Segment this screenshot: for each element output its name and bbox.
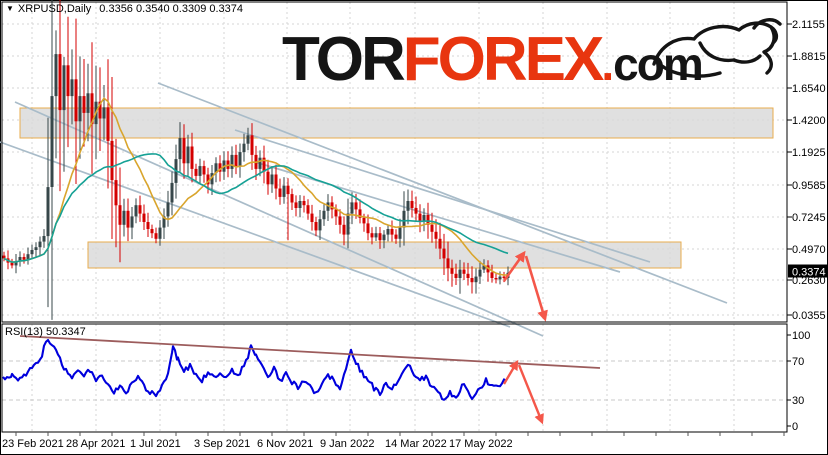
trendline[interactable] — [157, 82, 728, 304]
date-axis-label: 1 Jul 2021 — [130, 438, 181, 450]
date-axis-label: 14 Mar 2022 — [385, 438, 447, 450]
date-axis-label: 6 Nov 2021 — [257, 438, 313, 450]
price-axis-label: 1.4200 — [792, 115, 826, 127]
ma-slow-line — [3, 153, 509, 263]
symbol-dropdown-icon[interactable]: ▼ — [6, 4, 14, 13]
resistance-zone[interactable] — [19, 107, 774, 139]
logo-tor: TOR — [282, 25, 406, 94]
time-axis: 23 Feb 2021 28 Apr 2021 1 Jul 2021 3 Sep 20… — [2, 432, 785, 450]
rsi-forecast-arrow — [502, 359, 519, 385]
rsi-name: RSI(13) — [5, 326, 43, 338]
price-axis-label: 0.4970 — [792, 244, 826, 256]
ohlc-values: 0.3356 0.3540 0.3309 0.3374 — [99, 3, 244, 15]
trendline[interactable] — [14, 101, 544, 337]
date-axis-label: 17 May 2022 — [449, 438, 513, 450]
symbol-period-label: XRPUSD,Daily — [17, 3, 92, 15]
torforex-watermark-logo: TORFOREX.com — [282, 25, 704, 94]
logo-com: com — [613, 38, 704, 90]
candles-series — [2, 0, 510, 320]
price-axis-label: 0.0355 — [792, 310, 826, 322]
price-axis-label: 0.2630 — [792, 275, 826, 287]
price-axis: 2.1155 1.8815 1.6540 1.4200 1.1925 0.9585 0.72… — [787, 19, 827, 322]
rsi-forecast-arrow — [517, 364, 544, 425]
rsi-axis-label: 0 — [792, 421, 798, 433]
rsi-indicator-label: RSI(13) 50.3347 — [5, 326, 86, 338]
rsi-axis-label: 100 — [792, 330, 810, 342]
current-price-value: 0.3374 — [792, 267, 826, 279]
trendline[interactable] — [234, 129, 651, 263]
date-axis-label: 28 Apr 2021 — [66, 438, 125, 450]
rsi-value: 50.3347 — [45, 326, 86, 338]
rsi-axis-label: 30 — [792, 395, 804, 407]
price-panel-border[interactable] — [1, 1, 788, 323]
forecast-arrows — [502, 250, 548, 322]
price-axis-label: 0.9585 — [792, 180, 826, 192]
logo-forex: FOREX — [402, 25, 605, 94]
trendlines — [0, 82, 728, 337]
price-axis-label: 1.8815 — [792, 51, 826, 63]
forecast-arrow — [502, 250, 526, 282]
bull-icon — [652, 18, 782, 78]
rsi-line — [2, 338, 506, 401]
rsi-panel-border[interactable] — [1, 323, 788, 433]
trendline[interactable] — [0, 141, 511, 328]
rsi-axis: 100 70 30 0 — [787, 330, 810, 433]
zones — [19, 107, 774, 269]
rsi-trendline[interactable] — [19, 335, 601, 369]
logo-dot: . — [601, 38, 614, 90]
price-axis-label: 2.1155 — [792, 19, 825, 31]
date-axis-label: 23 Feb 2021 — [2, 438, 64, 450]
chart-title-bar: ▼ XRPUSD,Daily 0.3356 0.3540 0.3309 0.3374 — [6, 3, 243, 15]
ma-fast-line — [3, 97, 509, 276]
rsi-axis-label: 70 — [792, 356, 804, 368]
price-axis-label: 0.7245 — [792, 212, 826, 224]
forecast-arrow — [524, 255, 548, 322]
current-price-badge — [788, 264, 827, 278]
price-axis-label: 1.6540 — [792, 83, 826, 95]
date-axis-label: 9 Jan 2022 — [320, 438, 374, 450]
price-axis-label: 1.1925 — [792, 147, 826, 159]
date-axis-label: 3 Sep 2021 — [194, 438, 250, 450]
